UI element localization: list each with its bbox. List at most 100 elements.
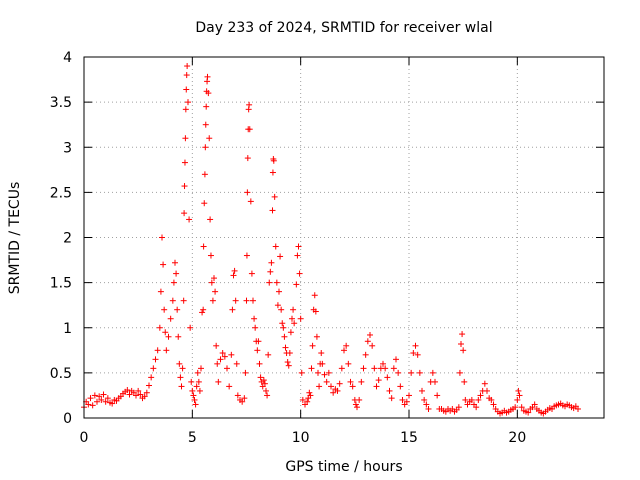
data-point bbox=[380, 360, 386, 367]
data-point bbox=[185, 99, 191, 106]
data-point bbox=[299, 396, 306, 403]
chart-title: Day 233 of 2024, SRMTID for receiver wla… bbox=[195, 20, 492, 36]
data-point bbox=[124, 387, 131, 394]
data-point bbox=[349, 383, 356, 390]
data-point bbox=[91, 392, 98, 399]
data-point bbox=[393, 356, 399, 363]
y-axis-label: SRMTID / TECUs bbox=[7, 182, 23, 295]
data-point bbox=[291, 320, 298, 327]
data-point bbox=[460, 347, 467, 354]
data-point bbox=[403, 398, 410, 405]
data-point bbox=[319, 360, 326, 367]
data-point bbox=[286, 350, 293, 357]
data-point bbox=[343, 342, 350, 349]
data-point bbox=[252, 324, 259, 331]
y-tick-label: 0.5 bbox=[50, 366, 72, 382]
data-point bbox=[279, 320, 286, 327]
data-point bbox=[274, 302, 281, 309]
data-point bbox=[165, 333, 172, 340]
data-point bbox=[96, 393, 103, 400]
data-point bbox=[313, 333, 320, 340]
data-point bbox=[242, 369, 249, 376]
data-point bbox=[170, 279, 177, 286]
data-point bbox=[456, 369, 463, 376]
data-point bbox=[213, 342, 220, 349]
data-point bbox=[187, 324, 194, 331]
data-point bbox=[345, 360, 352, 367]
data-point bbox=[167, 315, 174, 322]
y-tick-label: 0 bbox=[63, 411, 72, 427]
data-point bbox=[325, 369, 332, 376]
data-point bbox=[330, 389, 337, 396]
data-point bbox=[181, 159, 188, 166]
y-tick-label: 1 bbox=[63, 321, 72, 337]
data-point bbox=[219, 350, 226, 357]
data-point bbox=[244, 155, 251, 162]
data-point bbox=[375, 377, 382, 384]
data-point bbox=[298, 369, 305, 376]
data-point bbox=[318, 350, 325, 357]
data-point bbox=[458, 340, 464, 347]
data-point bbox=[177, 374, 184, 381]
data-point bbox=[204, 73, 211, 80]
data-point bbox=[473, 404, 480, 411]
data-point bbox=[224, 365, 230, 372]
data-points bbox=[81, 63, 581, 417]
data-point bbox=[388, 395, 395, 402]
data-point bbox=[206, 135, 213, 142]
data-point bbox=[432, 378, 438, 385]
data-point bbox=[247, 198, 254, 205]
plot-frame bbox=[83, 56, 605, 419]
data-point bbox=[336, 380, 343, 387]
data-point bbox=[410, 350, 417, 357]
y-tick-label: 1.5 bbox=[50, 276, 72, 292]
data-point bbox=[100, 391, 107, 398]
data-point bbox=[169, 297, 176, 304]
data-point bbox=[190, 392, 197, 399]
data-point bbox=[429, 369, 436, 376]
data-point bbox=[246, 126, 253, 133]
data-point bbox=[182, 135, 189, 142]
data-point bbox=[221, 353, 228, 360]
data-point bbox=[163, 347, 170, 354]
data-point bbox=[273, 279, 280, 286]
data-point bbox=[201, 200, 208, 207]
data-point bbox=[150, 365, 157, 372]
data-point bbox=[399, 396, 406, 403]
data-point bbox=[137, 391, 144, 398]
data-point bbox=[287, 329, 294, 336]
data-point bbox=[200, 306, 207, 313]
data-point bbox=[468, 396, 475, 403]
data-point bbox=[525, 409, 532, 416]
data-point bbox=[280, 324, 287, 331]
data-point bbox=[162, 329, 169, 336]
data-point bbox=[386, 387, 393, 394]
data-point bbox=[217, 356, 224, 363]
data-point bbox=[312, 308, 319, 315]
data-point bbox=[269, 207, 276, 214]
data-point bbox=[172, 259, 178, 266]
data-point bbox=[199, 309, 206, 316]
data-point bbox=[183, 86, 190, 93]
data-point bbox=[198, 365, 204, 372]
data-point bbox=[490, 401, 497, 408]
data-point bbox=[477, 392, 484, 399]
data-point bbox=[175, 333, 182, 340]
data-point bbox=[231, 267, 238, 274]
data-point bbox=[205, 90, 212, 97]
data-point bbox=[228, 351, 235, 358]
data-point bbox=[315, 369, 321, 376]
data-point bbox=[371, 365, 378, 372]
data-point bbox=[203, 103, 210, 110]
data-point bbox=[85, 401, 92, 408]
data-point bbox=[515, 387, 522, 394]
data-point bbox=[143, 389, 150, 396]
data-point bbox=[338, 365, 345, 372]
data-point bbox=[284, 359, 291, 366]
data-point bbox=[208, 279, 215, 286]
y-tick-label: 3.5 bbox=[50, 95, 72, 111]
data-point bbox=[202, 144, 209, 151]
data-point bbox=[321, 371, 328, 378]
data-point bbox=[434, 392, 441, 399]
data-point bbox=[94, 398, 100, 405]
